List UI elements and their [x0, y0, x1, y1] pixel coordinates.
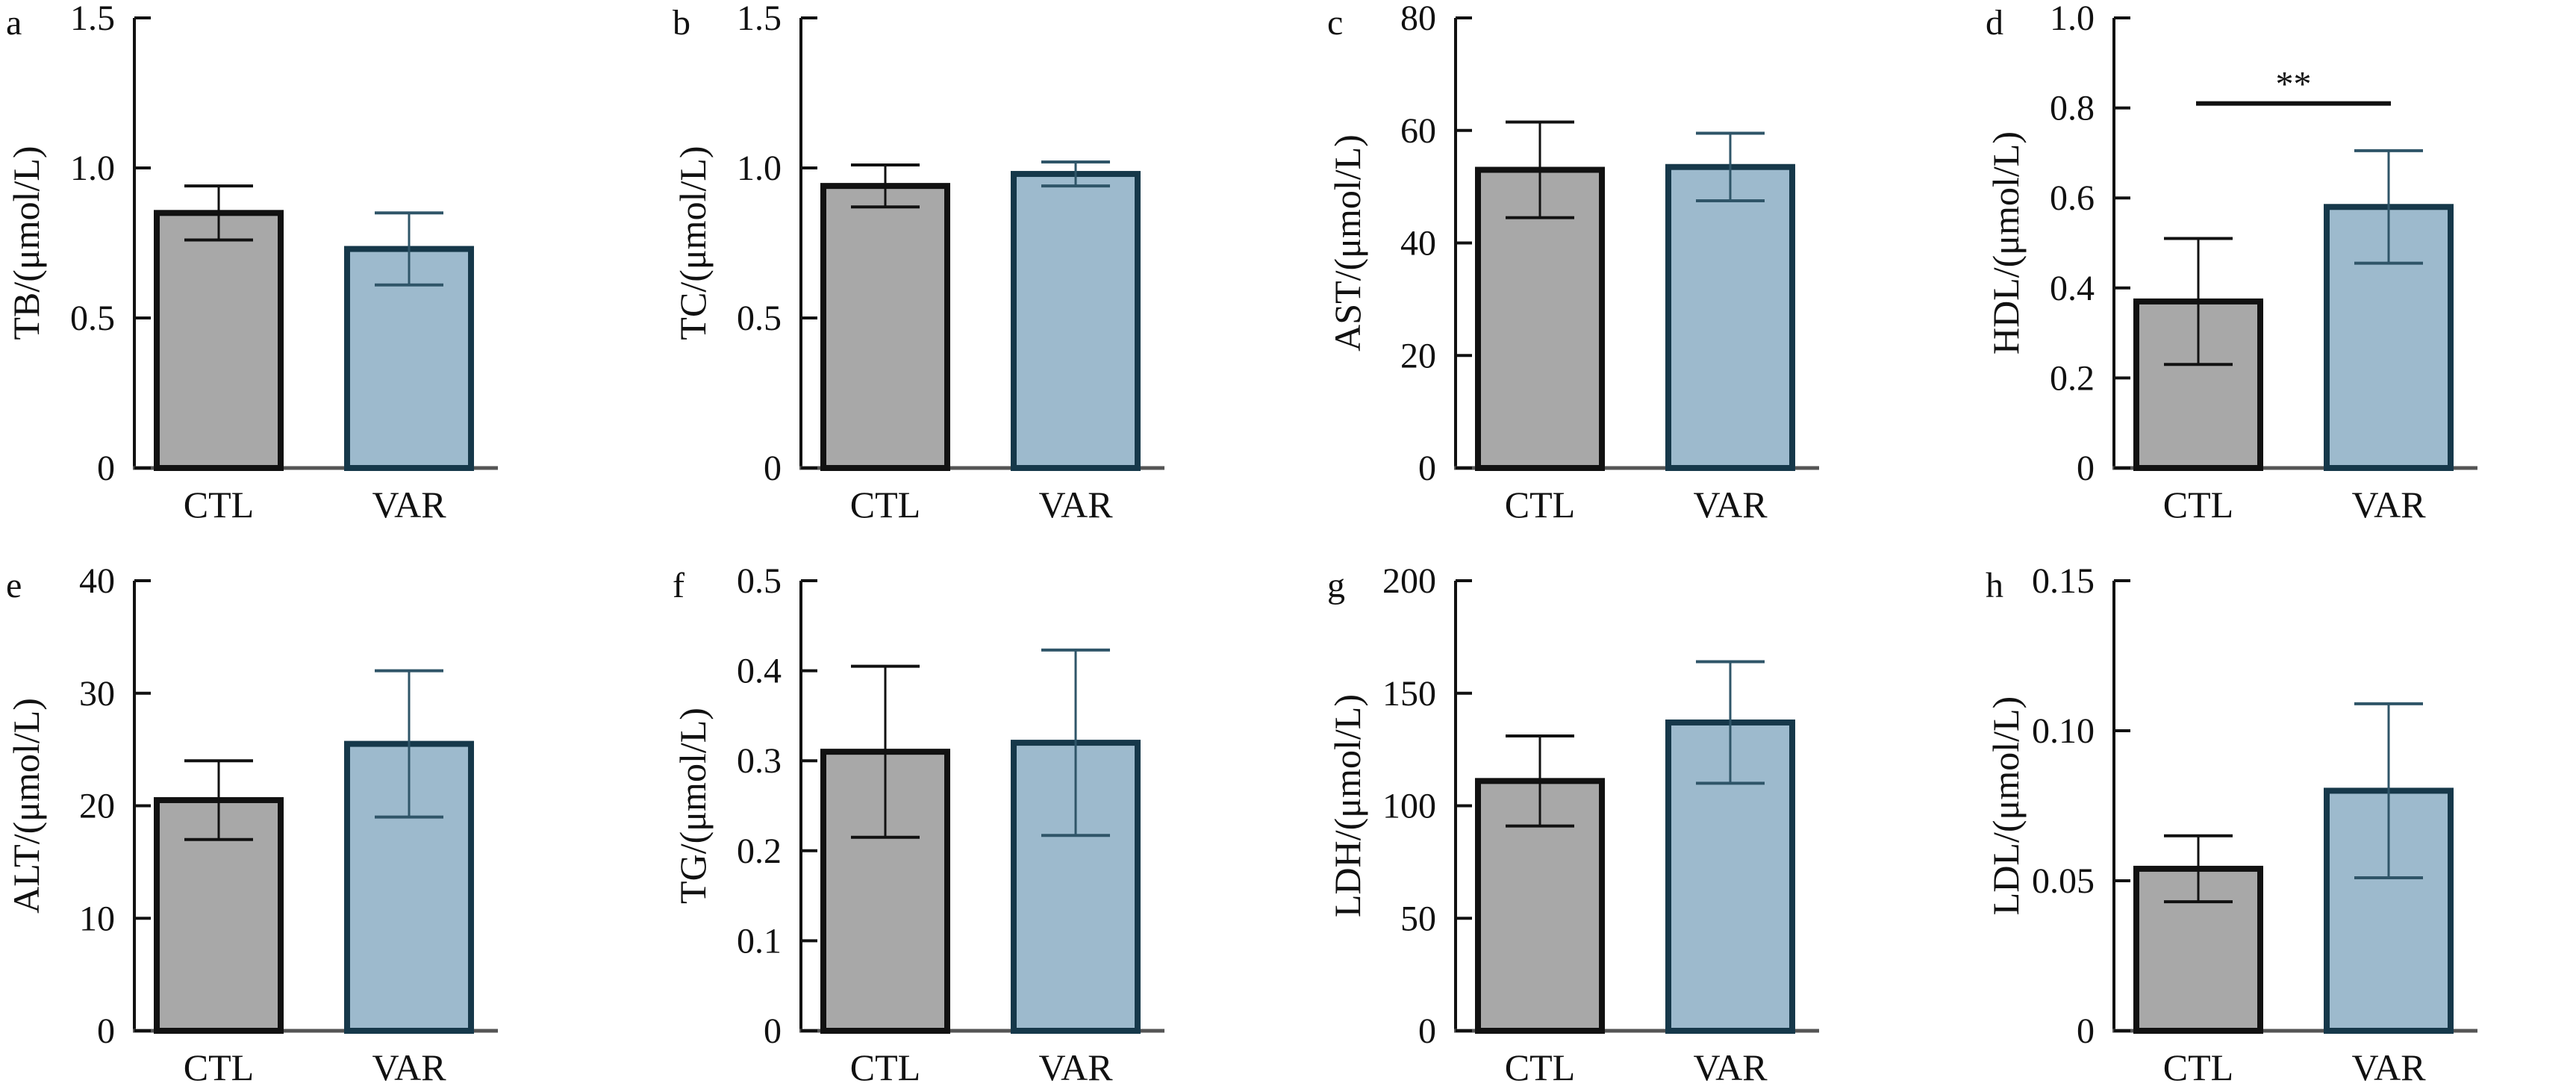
y-axis-label: HDL/(μmol/L) — [1985, 131, 2027, 355]
y-tick-label: 0 — [97, 449, 115, 488]
panel-letter: b — [673, 3, 690, 43]
y-tick-label: 0.3 — [737, 741, 782, 781]
y-tick-label: 0 — [764, 449, 782, 488]
x-tick-label-ctl: CTL — [2163, 484, 2233, 525]
panel-h: h LDL/(μmol/L) 0 0.05 0.10 0.15 CTL VAR — [1985, 561, 2477, 1088]
y-tick-label: 0 — [764, 1011, 782, 1051]
y-axis-label: AST/(μmol/L) — [1326, 134, 1368, 352]
y-axis-label: TG/(μmol/L) — [672, 708, 714, 904]
y-tick-label: 40 — [1400, 224, 1436, 263]
panel-d: d HDL/(μmol/L) 0 0.2 0.4 0.6 0.8 1.0 CTL VAR ** — [1985, 0, 2477, 525]
panel-c: c AST/(μmol/L) 0 20 40 60 80 CTL VAR — [1326, 0, 1819, 525]
panel-letter: e — [6, 566, 22, 605]
panel-f: f TG/(μmol/L) 0 0.1 0.2 0.3 0.4 0.5 CTL VAR — [672, 561, 1164, 1088]
x-tick-label-ctl: CTL — [1505, 1046, 1575, 1088]
y-axis-label: LDL/(μmol/L) — [1985, 696, 2027, 915]
panel-letter: d — [1986, 3, 2003, 43]
panel-letter: a — [6, 3, 22, 43]
y-tick-label: 50 — [1400, 899, 1436, 938]
bar-ctl — [154, 210, 284, 471]
y-tick-label: 40 — [79, 561, 115, 601]
y-tick-label: 80 — [1400, 0, 1436, 38]
y-tick-label: 0.5 — [737, 299, 782, 338]
panel-letter: f — [673, 566, 684, 605]
x-tick-label-ctl: CTL — [850, 484, 920, 525]
y-tick-label: 0 — [2077, 1011, 2095, 1051]
y-tick-label: 1.0 — [70, 149, 115, 188]
x-tick-label-var: VAR — [1693, 1046, 1768, 1088]
x-tick-label-ctl: CTL — [184, 484, 254, 525]
y-axis-label: ALT/(μmol/L) — [5, 698, 47, 914]
y-tick-label: 0.05 — [2032, 861, 2095, 901]
panel-letter: g — [1327, 566, 1345, 605]
bar-ctl — [1475, 166, 1605, 471]
y-tick-label: 150 — [1382, 674, 1436, 714]
y-tick-label: 200 — [1382, 561, 1436, 601]
y-axis-label: TB/(μmol/L) — [5, 146, 47, 340]
significance-marker: ** — [2276, 65, 2312, 104]
y-tick-label: 0.6 — [2050, 178, 2095, 218]
panel-b: b TC/(μmol/L) 0 0.5 1.0 1.5 CTL VAR — [672, 0, 1164, 525]
y-tick-label: 20 — [79, 787, 115, 826]
y-tick-label: 20 — [1400, 336, 1436, 375]
y-tick-label: 0.2 — [2050, 358, 2095, 398]
y-tick-label: 0.8 — [2050, 89, 2095, 128]
x-tick-label-ctl: CTL — [1505, 484, 1575, 525]
y-tick-label: 0.10 — [2032, 711, 2095, 751]
y-axis-label: TC/(μmol/L) — [672, 146, 714, 340]
y-tick-label: 0.4 — [2050, 269, 2095, 308]
x-tick-label-ctl: CTL — [184, 1046, 254, 1088]
y-tick-label: 0.5 — [70, 299, 115, 338]
y-tick-label: 10 — [79, 899, 115, 938]
y-tick-label: 100 — [1382, 787, 1436, 826]
y-tick-label: 0.1 — [737, 921, 782, 961]
y-axis-label: LDH/(μmol/L) — [1326, 694, 1368, 917]
y-tick-label: 30 — [79, 674, 115, 714]
x-tick-label-var: VAR — [1038, 1046, 1113, 1088]
y-tick-label: 0.15 — [2032, 561, 2095, 601]
x-tick-label-ctl: CTL — [850, 1046, 920, 1088]
x-tick-label-var: VAR — [1038, 484, 1113, 525]
x-tick-label-ctl: CTL — [2163, 1046, 2233, 1088]
x-tick-label-var: VAR — [372, 1046, 446, 1088]
x-tick-label-var: VAR — [2351, 484, 2426, 525]
y-tick-label: 0 — [97, 1011, 115, 1051]
panel-a: a TB/(μmol/L) 0 0.5 1.0 1.5 CTL VAR — [5, 0, 498, 525]
bar-var — [1011, 171, 1141, 471]
panel-e: e ALT/(μmol/L) 0 10 20 30 40 CTL VAR — [5, 561, 498, 1088]
y-tick-label: 0 — [1418, 449, 1436, 488]
y-tick-label: 1.0 — [737, 149, 782, 188]
y-tick-label: 0.2 — [737, 832, 782, 871]
y-tick-label: 0 — [1418, 1011, 1436, 1051]
bar-var — [1665, 163, 1795, 471]
y-tick-label: 0.4 — [737, 652, 782, 691]
y-tick-label: 0 — [2077, 449, 2095, 488]
y-tick-label: 1.5 — [737, 0, 782, 38]
y-tick-label: 60 — [1400, 111, 1436, 151]
x-tick-label-var: VAR — [1693, 484, 1768, 525]
panel-letter: h — [1986, 566, 2003, 605]
x-tick-label-var: VAR — [372, 484, 446, 525]
panel-letter: c — [1327, 3, 1343, 43]
y-tick-label: 0.5 — [737, 561, 782, 601]
y-tick-label: 1.5 — [70, 0, 115, 38]
bar-ctl — [820, 183, 950, 471]
x-tick-label-var: VAR — [2351, 1046, 2426, 1088]
panel-g: g LDH/(μmol/L) 0 50 100 150 200 CTL VAR — [1326, 561, 1819, 1088]
y-tick-label: 1.0 — [2050, 0, 2095, 38]
